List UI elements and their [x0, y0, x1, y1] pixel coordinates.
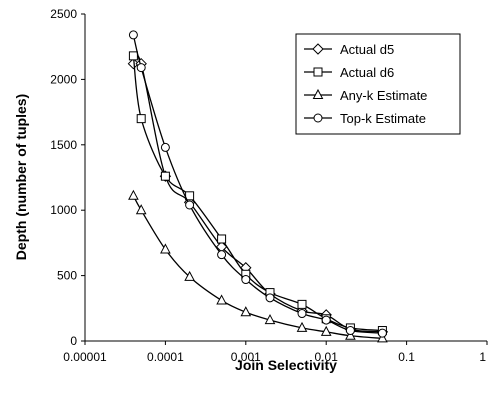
- data-point-top-k-estimate: [377, 328, 387, 338]
- data-point-actual-d5: [127, 57, 140, 70]
- data-point-top-k-estimate: [136, 63, 146, 73]
- legend-label: Actual d5: [340, 42, 394, 57]
- legend-item: Actual d5: [304, 42, 394, 57]
- legend-item: Actual d6: [304, 65, 394, 80]
- data-point-top-k-estimate: [217, 250, 227, 260]
- y-tick-label: 2500: [50, 7, 77, 21]
- data-point-actual-d6: [136, 114, 146, 124]
- x-tick-label: 1: [479, 350, 486, 364]
- series-any-k-estimate: [128, 189, 388, 343]
- x-tick-label: 0.1: [398, 350, 415, 364]
- data-point-any-k-estimate: [128, 189, 139, 200]
- x-tick-label: 0.00001: [63, 350, 107, 364]
- data-point-top-k-estimate: [128, 30, 138, 40]
- data-point-actual-d6: [217, 234, 227, 244]
- data-point-any-k-estimate: [264, 314, 276, 325]
- data-point-any-k-estimate: [296, 321, 308, 332]
- series-line-any-k-estimate: [132, 195, 383, 340]
- data-point-top-k-estimate: [160, 142, 170, 152]
- x-tick-label: 0.01: [315, 350, 339, 364]
- x-tick-label: 0.0001: [147, 350, 184, 364]
- x-axis-ticks: 0.00001 0.0001 0.001 0.01 0.1 1: [63, 341, 488, 364]
- data-point-top-k-estimate: [241, 275, 251, 285]
- y-tick-label: 2000: [50, 72, 77, 86]
- data-point-any-k-estimate: [160, 243, 171, 254]
- legend-marker: [313, 67, 323, 77]
- y-axis-ticks: 0 500 1000 1500 2000 2500: [50, 7, 85, 348]
- data-point-actual-d6: [128, 51, 138, 61]
- x-axis-title: Join Selectivity: [235, 357, 337, 373]
- legend-marker: [312, 88, 324, 99]
- legend-item: Any-k Estimate: [304, 88, 427, 103]
- data-point-any-k-estimate: [135, 204, 147, 215]
- data-point-top-k-estimate: [297, 309, 307, 319]
- x-tick-label: 0.001: [231, 350, 261, 364]
- legend-label: Actual d6: [340, 65, 394, 80]
- legend-marker: [312, 43, 324, 55]
- data-point-any-k-estimate: [240, 306, 252, 317]
- y-tick-label: 1500: [50, 138, 77, 152]
- y-tick-label: 1000: [50, 203, 77, 217]
- legend-marker: [313, 113, 323, 123]
- series-top-k-estimate: [128, 30, 387, 338]
- y-axis-title: Depth (number of tuples): [13, 94, 29, 260]
- y-tick-label: 500: [57, 269, 77, 283]
- legend-label: Any-k Estimate: [340, 88, 427, 103]
- legend-label: Top-k Estimate: [340, 111, 426, 126]
- data-point-top-k-estimate: [321, 315, 331, 325]
- y-tick-label: 0: [70, 334, 77, 348]
- legend-box: [295, 33, 461, 135]
- legend: Actual d5 Actual d6 Any-k Estimate Top-k Es…: [295, 33, 461, 135]
- data-point-actual-d6: [297, 299, 307, 309]
- data-point-top-k-estimate: [345, 326, 355, 336]
- data-point-top-k-estimate: [265, 293, 275, 303]
- data-point-any-k-estimate: [320, 325, 332, 336]
- data-point-top-k-estimate: [185, 200, 195, 210]
- data-point-actual-d6: [160, 171, 170, 181]
- data-point-any-k-estimate: [184, 270, 195, 281]
- data-point-any-k-estimate: [216, 294, 227, 305]
- legend-item: Top-k Estimate: [304, 111, 426, 126]
- series-layer: [127, 30, 389, 343]
